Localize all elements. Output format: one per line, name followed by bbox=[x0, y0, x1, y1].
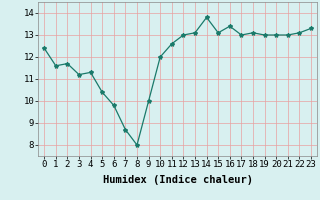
X-axis label: Humidex (Indice chaleur): Humidex (Indice chaleur) bbox=[103, 175, 252, 185]
